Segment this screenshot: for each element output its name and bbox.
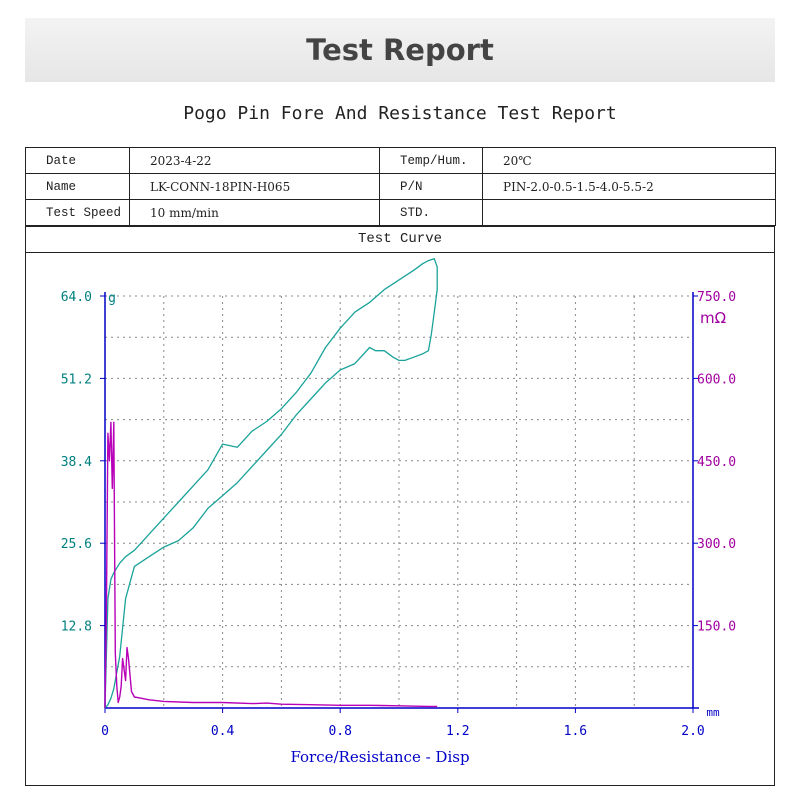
force-curve: [104, 258, 438, 709]
test-curve-title: Test Curve: [26, 227, 774, 253]
y-right-unit-label: mΩ: [700, 309, 726, 327]
y-left-tick-label: 25.6: [61, 537, 92, 552]
y-left-tick-label: 12.8: [61, 620, 92, 635]
report-title: Pogo Pin Fore And Resistance Test Report: [183, 103, 617, 124]
table-row: Date 2023-4-22 Temp/Hum. 20℃: [25, 147, 776, 174]
report-banner: Test Report: [25, 18, 775, 82]
y-left-tick-label: 38.4: [61, 455, 92, 470]
std-label: STD.: [379, 199, 483, 226]
y-left-unit-label: g: [108, 291, 116, 306]
y-right-tick-label: 150.0: [697, 620, 736, 635]
speed-value: 10 mm/min: [129, 199, 380, 226]
x-axis-title: Force/Resistance - Disp: [290, 748, 469, 766]
resistance-curve: [104, 421, 438, 709]
std-value: [482, 199, 776, 226]
info-table: Date 2023-4-22 Temp/Hum. 20℃ Name LK-CON…: [25, 147, 776, 226]
y-left-tick-label: 51.2: [61, 372, 92, 387]
y-right-tick-label: 450.0: [697, 455, 736, 470]
name-value: LK-CONN-18PIN-H065: [129, 173, 380, 200]
date-label: Date: [25, 147, 130, 174]
y-right-tick-label: 750.0: [697, 290, 736, 305]
date-value: 2023-4-22: [129, 147, 380, 174]
y-right-tick-label: 300.0: [697, 537, 736, 552]
x-tick-label: 1.2: [446, 724, 469, 739]
y-left-tick-label: 64.0: [61, 290, 92, 305]
table-row: Test Speed 10 mm/min STD.: [25, 199, 776, 226]
x-tick-label: 0.8: [328, 724, 351, 739]
x-tick-label: 1.6: [564, 724, 587, 739]
banner-title: Test Report: [306, 33, 494, 67]
test-curve-panel: Test Curve: [25, 226, 775, 786]
x-tick-label: 2.0: [681, 724, 704, 739]
x-tick-label: 0.4: [211, 724, 235, 739]
x-unit-label: mm: [706, 706, 720, 719]
temp-label: Temp/Hum.: [379, 147, 483, 174]
y-right-tick-label: 600.0: [697, 372, 736, 387]
pn-label: P/N: [379, 173, 483, 200]
speed-label: Test Speed: [25, 199, 130, 226]
x-tick-label: 0: [101, 724, 109, 739]
